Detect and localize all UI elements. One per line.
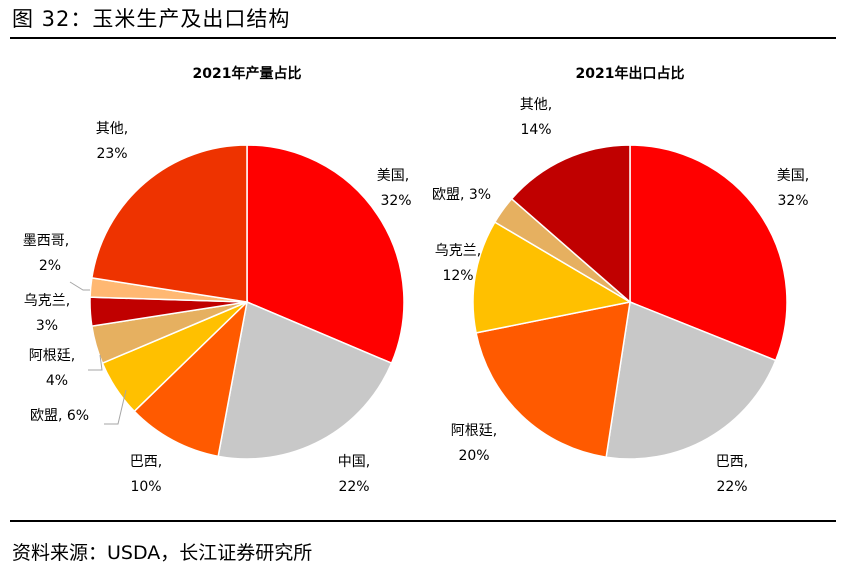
top-rule — [10, 37, 836, 39]
data-label: 乌克兰, 12% — [435, 243, 481, 284]
pie-slice — [510, 144, 631, 304]
data-label: 巴西, 22% — [716, 454, 748, 495]
label-leader-line — [88, 354, 103, 371]
pie-slice — [629, 144, 788, 362]
data-label: 其他, 23% — [96, 121, 128, 162]
data-label: 阿根廷, 20% — [451, 423, 497, 464]
chart-title: 2021年产量占比 — [193, 65, 302, 82]
source-note: 资料来源：USDA，长江证券研究所 — [12, 542, 313, 564]
figure-title: 图 32：玉米生产及出口结构 — [12, 7, 291, 31]
label-leader-line — [69, 281, 90, 291]
data-label: 墨西哥, 2% — [23, 233, 69, 274]
data-label: 乌克兰, 3% — [24, 293, 70, 334]
pie-slice — [605, 300, 777, 460]
pie-slice — [133, 299, 249, 458]
pie-slice — [475, 301, 631, 459]
data-label: 其他, 14% — [520, 97, 552, 138]
data-label: 巴西, 10% — [130, 454, 162, 495]
data-label: 中国, 22% — [338, 454, 370, 495]
pie-slice — [246, 144, 405, 365]
data-label: 阿根廷, 4% — [29, 348, 75, 389]
data-label: 美国, 32% — [377, 168, 412, 209]
pie-slice — [217, 300, 393, 460]
data-label: 美国, 32% — [777, 168, 809, 209]
label-leader-line — [104, 389, 127, 425]
data-label: 欧盟, 3% — [432, 187, 491, 203]
chart-title: 2021年出口占比 — [576, 65, 685, 82]
bottom-rule — [10, 520, 836, 522]
pie-slice — [91, 144, 248, 303]
pie-slice — [472, 221, 633, 334]
data-label: 欧盟, 6% — [30, 408, 89, 424]
